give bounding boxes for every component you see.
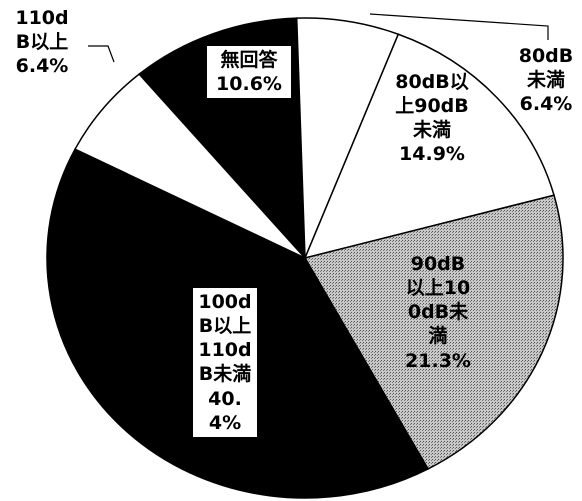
pie-slice (303, 33, 555, 260)
slice-value: 40.4% (208, 387, 242, 434)
slice-label: 無回答 10.6% (207, 46, 291, 99)
slice-value: 6.4% (519, 93, 573, 116)
slice-value: 21.3% (405, 349, 471, 372)
slice-value: 14.9% (399, 143, 465, 166)
slice-label: 80dB以上90dB未満 14.9% (395, 70, 469, 167)
slice-name: 110dB以上 (15, 7, 69, 54)
pie-slice (303, 194, 564, 470)
slice-name: 80dB未満 (518, 45, 574, 92)
slice-name: 90dB以上100dB未満 (405, 253, 471, 348)
pie-slice (73, 73, 306, 259)
slice-value: 10.6% (216, 73, 282, 96)
slice-label: 110dB以上 6.4% (12, 6, 72, 78)
slice-name: 100dB以上110dB未満 (198, 291, 252, 386)
slice-label: 90dB以上100dB未満 21.3% (403, 252, 473, 373)
slice-label: 80dB未満 6.4% (518, 44, 574, 116)
slice-label: 100dB以上110dB未満 40.4% (193, 288, 257, 437)
slice-value: 6.4% (15, 55, 69, 78)
slice-name: 無回答 (220, 49, 278, 71)
slice-name: 80dB以上90dB未満 (395, 71, 469, 142)
leader-line (88, 45, 115, 63)
leader-line (369, 13, 549, 40)
